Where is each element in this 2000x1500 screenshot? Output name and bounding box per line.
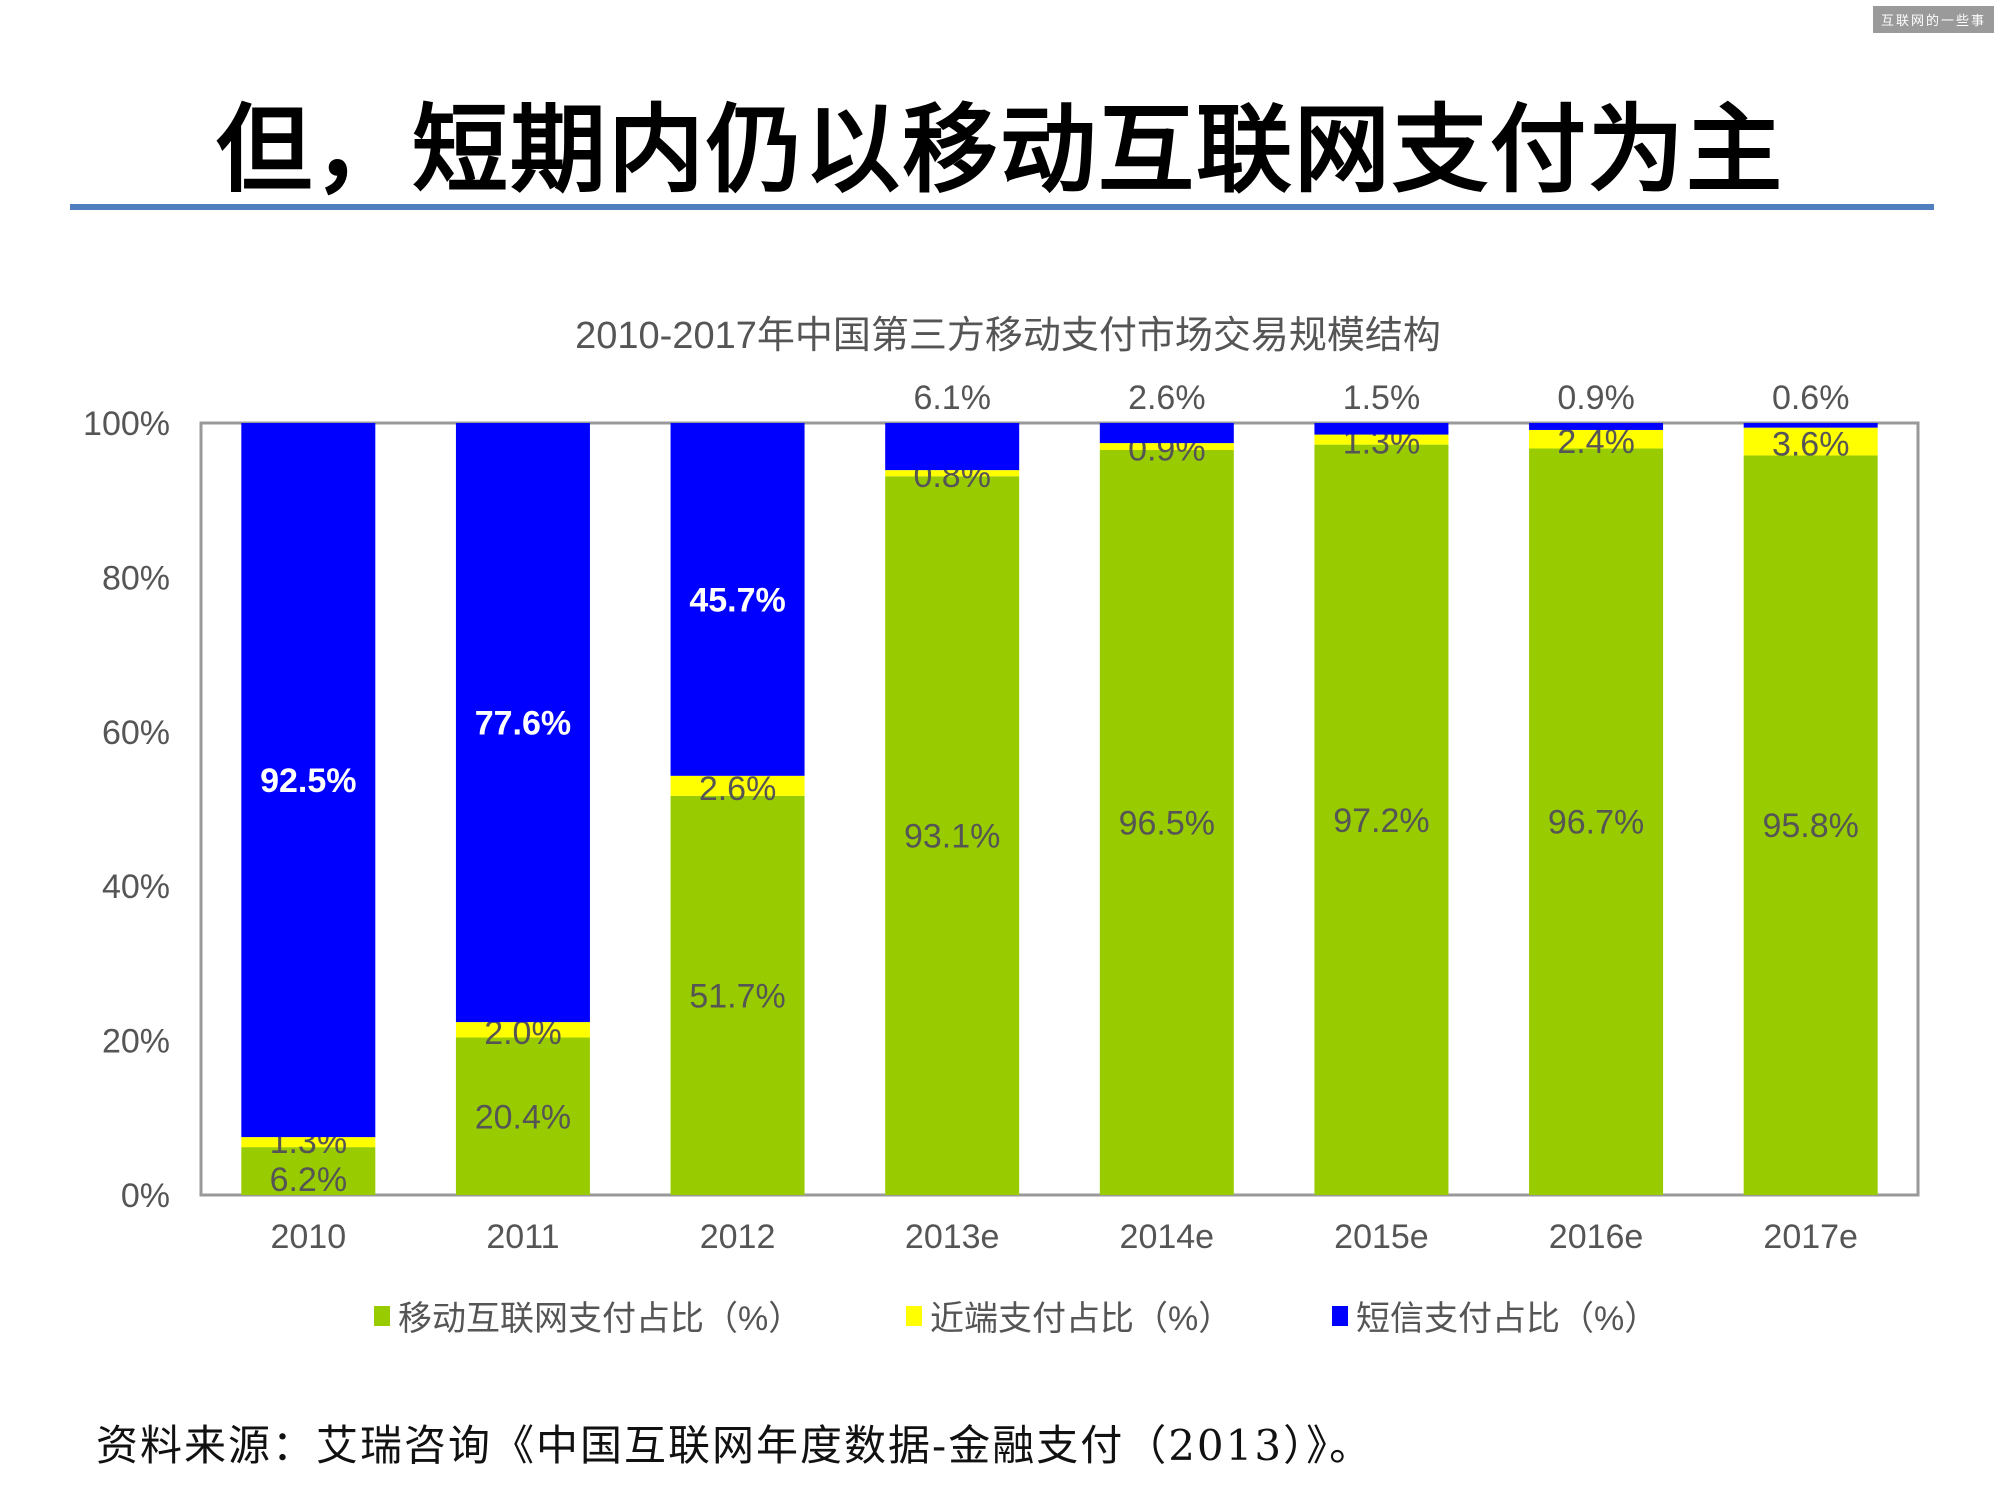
x-tick-label: 2012 [700,1218,776,1256]
x-tick-label: 2017e [1763,1218,1858,1256]
y-tick-label: 80% [102,559,170,597]
data-label: 95.8% [1762,807,1858,845]
bar-segment [1099,423,1234,444]
data-label: 97.2% [1333,802,1429,840]
data-label: 0.9% [1557,379,1635,417]
bar-segment [1314,423,1449,435]
x-tick-label: 2016e [1549,1218,1644,1256]
bar-segment [455,1037,590,1195]
data-label: 45.7% [689,581,785,619]
data-label: 0.6% [1772,379,1850,417]
bar-segment [455,1022,590,1038]
data-label: 96.7% [1548,804,1644,842]
bar-segment [241,423,376,1138]
bar-segment [455,423,590,1023]
data-label: 6.2% [270,1161,348,1199]
y-tick-label: 60% [102,714,170,752]
data-label: 1.5% [1343,379,1421,417]
legend-swatch [1332,1306,1348,1326]
legend-swatch [374,1306,390,1326]
plot-frame [199,421,1920,1197]
bar-segment [1743,455,1878,1195]
bar-segment [885,476,1020,1195]
data-label: 51.7% [689,977,785,1015]
bar-segment [1314,444,1449,1196]
bar-segment [1099,450,1234,1195]
bar-segment [885,423,1020,471]
bar-segment [670,775,805,796]
chart-title: 2010-2017年中国第三方移动支付市场交易规模结构 [575,315,1441,357]
x-tick-label: 2014e [1120,1218,1215,1256]
bar-segment [1529,423,1664,430]
legend-swatch [906,1306,922,1326]
data-label: 2.6% [1128,379,1206,417]
x-tick-label: 2013e [905,1218,1000,1256]
bar-segment [1529,448,1664,1195]
bar-segment [1314,434,1449,445]
legend-label: 移动互联网支付占比（%） [398,1300,802,1338]
y-tick-label: 100% [83,405,170,443]
x-tick-label: 2011 [486,1218,559,1256]
bar-segment [1743,427,1878,456]
legend-label: 近端支付占比（%） [930,1300,1232,1338]
y-tick-label: 40% [102,868,170,906]
bar-segment [670,795,805,1195]
bar-segment [241,1137,376,1148]
bar-segment [1529,429,1664,449]
title-divider [70,204,1934,210]
x-tick-label: 2010 [270,1218,346,1256]
legend-label: 短信支付占比（%） [1356,1300,1658,1338]
data-label: 20.4% [475,1098,571,1136]
y-tick-label: 20% [102,1023,170,1061]
data-label: 96.5% [1119,805,1215,843]
data-label: 92.5% [260,762,356,800]
bar-segment [1743,423,1878,428]
slide-title: 但，短期内仍以移动互联网支付为主 [216,97,1784,204]
data-label: 6.1% [913,379,991,417]
watermark: 互联网的一些事 [1872,6,1994,33]
data-label: 77.6% [475,705,571,743]
bar-segment [1099,443,1234,451]
bar-segment [670,423,805,776]
stacked-bar-chart: 2010-2017年中国第三方移动支付市场交易规模结构 0% 20% 40% 60% 8… [83,315,1920,1338]
y-tick-label: 0% [121,1177,170,1215]
data-label: 2.6% [699,770,777,808]
bar-segment [885,470,1020,477]
source-note: 资料来源：艾瑞咨询《中国互联网年度数据-金融支付（2013）》。 [96,1421,1374,1470]
data-label: 3.6% [1772,426,1850,464]
x-tick-label: 2015e [1334,1218,1429,1256]
bar-segment [241,1147,376,1195]
data-label: 93.1% [904,818,1000,856]
